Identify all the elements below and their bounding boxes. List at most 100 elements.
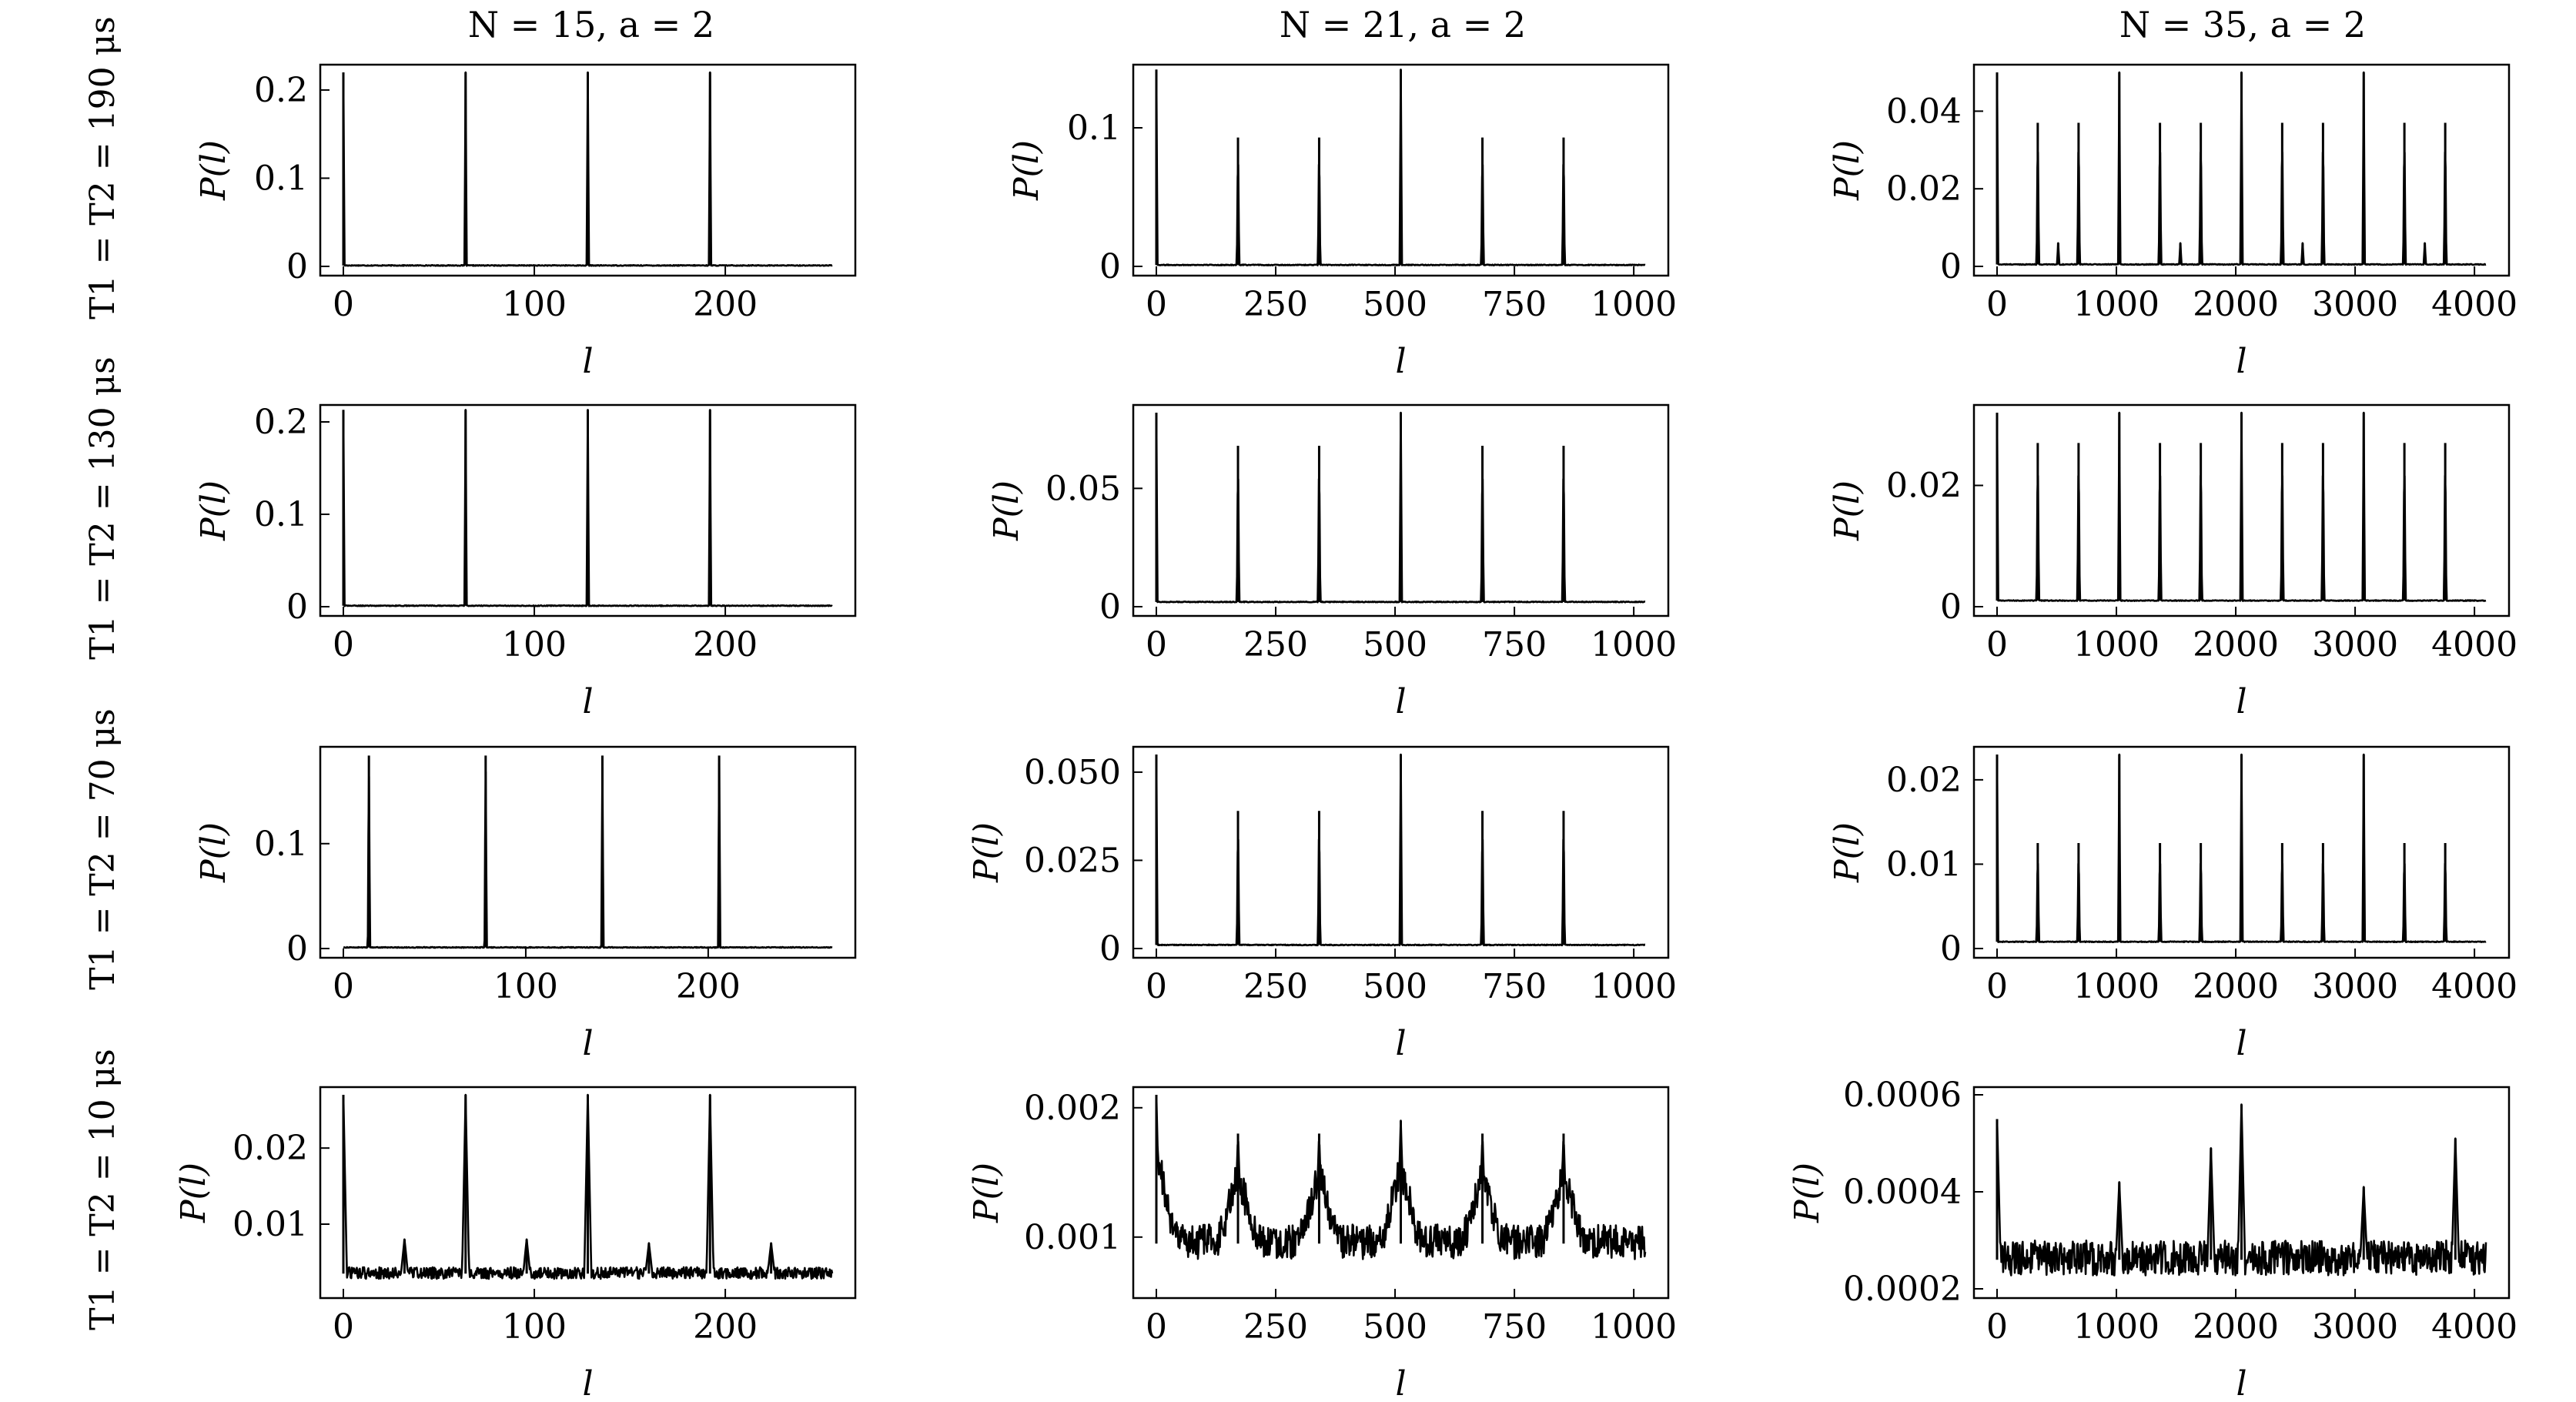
- subplot-r4-c3: 0 1000 2000 3000 4000 0.0002 0.0004 0.0006 l P(l): [1788, 1076, 2517, 1402]
- subplot-r1-c1: 0 100 200 0 0.1 0.2 l P(l): [194, 63, 857, 381]
- x-tick-label: 500: [1363, 625, 1427, 664]
- x-tick-label: 250: [1243, 967, 1308, 1006]
- subplot-r3-c3: 0 1000 2000 3000 4000 0 0.01 0.02 l P(l): [1828, 745, 2517, 1063]
- x-tick-label: 2000: [2193, 625, 2279, 664]
- subplot-r4-c1: 0 100 200 0.01 0.02 l P(l): [174, 1086, 857, 1402]
- x-tick-label: 0: [333, 967, 354, 1006]
- x-axis-label: l: [2236, 682, 2246, 721]
- x-axis-label: l: [1395, 342, 1406, 381]
- x-tick-label: 1000: [1591, 967, 1677, 1006]
- x-tick-label: 100: [502, 285, 567, 324]
- series-line: [343, 761, 833, 949]
- column-title-1: N = 15, a = 2: [468, 4, 714, 45]
- x-tick-label: 0: [1146, 625, 1167, 664]
- y-tick-label: 0.050: [1024, 753, 1121, 792]
- x-tick-label: 100: [502, 1307, 567, 1347]
- x-tick-label: 500: [1363, 285, 1427, 324]
- subplot-r4-c2: 0 250 500 750 1000 0.001 0.002 l P(l): [967, 1086, 1677, 1402]
- x-tick-label: 0: [1146, 285, 1167, 324]
- x-tick-label: 3000: [2312, 625, 2398, 664]
- x-tick-label: 250: [1243, 625, 1308, 664]
- x-tick-label: 2000: [2193, 285, 2279, 324]
- y-axis-label: P(l): [174, 1163, 213, 1223]
- x-axis-label: l: [2236, 1024, 2246, 1063]
- y-tick-label: 0.0002: [1843, 1270, 1962, 1309]
- y-tick-label: 0.01: [233, 1205, 308, 1244]
- y-tick-label: 0: [1940, 247, 1962, 286]
- x-tick-label: 1000: [1591, 1307, 1677, 1347]
- row-label-3: T1 = T2 = 70 μs: [83, 708, 122, 990]
- x-tick-label: 750: [1482, 967, 1547, 1006]
- x-tick-label: 0: [1986, 285, 2008, 324]
- x-tick-label: 3000: [2312, 285, 2398, 324]
- x-tick-label: 500: [1363, 1307, 1427, 1347]
- x-axis-label: l: [582, 682, 593, 721]
- y-tick-label: 0.02: [233, 1129, 308, 1168]
- y-axis-label: P(l): [1007, 140, 1046, 201]
- y-axis-label: P(l): [967, 1163, 1006, 1223]
- x-tick-label: 100: [493, 967, 558, 1006]
- y-tick-label: 0.02: [1886, 169, 1962, 209]
- x-tick-label: 500: [1363, 967, 1427, 1006]
- x-tick-label: 2000: [2193, 1307, 2279, 1347]
- x-axis-label: l: [582, 1364, 593, 1402]
- subplot-r3-c1: 0 100 200 0 0.1 l P(l): [194, 745, 857, 1063]
- y-tick-label: 0.002: [1024, 1089, 1121, 1128]
- axes-frame: [1132, 403, 1670, 617]
- subplot-r1-c3: 0 1000 2000 3000 4000 0 0.02 0.04 l P(l): [1828, 63, 2517, 381]
- x-tick-label: 0: [333, 625, 354, 664]
- x-tick-label: 750: [1482, 625, 1547, 664]
- x-tick-label: 200: [693, 625, 758, 664]
- axes-frame: [1972, 63, 2511, 277]
- row-label-2: T1 = T2 = 130 μs: [83, 356, 122, 660]
- x-tick-label: 0: [333, 1307, 354, 1347]
- x-tick-label: 0: [1146, 967, 1167, 1006]
- x-tick-label: 4000: [2431, 625, 2517, 664]
- x-tick-label: 1000: [2073, 967, 2159, 1006]
- column-titles: N = 15, a = 2 N = 21, a = 2 N = 35, a = …: [468, 4, 2366, 45]
- y-tick-label: 0: [1099, 929, 1121, 969]
- y-tick-label: 0.025: [1024, 841, 1121, 880]
- y-axis-label: P(l): [194, 480, 233, 541]
- row-labels: T1 = T2 = 190 μs T1 = T2 = 130 μs T1 = T…: [83, 16, 122, 1330]
- x-tick-label: 0: [1986, 967, 2008, 1006]
- x-tick-label: 0: [1986, 625, 2008, 664]
- y-tick-label: 0: [286, 929, 308, 969]
- x-tick-label: 250: [1243, 1307, 1308, 1347]
- x-tick-label: 100: [502, 625, 567, 664]
- y-axis-label: P(l): [194, 822, 233, 883]
- y-tick-label: 0.2: [254, 403, 308, 442]
- x-tick-label: 250: [1243, 285, 1308, 324]
- x-tick-label: 1000: [2073, 625, 2159, 664]
- x-tick-label: 0: [333, 285, 354, 324]
- row-label-4: T1 = T2 = 10 μs: [83, 1049, 122, 1330]
- subplot-r1-c2: 0 250 500 750 1000 0 0.1 l P(l): [1007, 63, 1677, 381]
- x-axis-label: l: [582, 1024, 593, 1063]
- y-tick-label: 0.04: [1886, 92, 1962, 131]
- x-tick-label: 200: [693, 1307, 758, 1347]
- y-tick-label: 0: [1099, 587, 1121, 627]
- x-tick-label: 4000: [2431, 285, 2517, 324]
- y-tick-label: 0.001: [1024, 1218, 1121, 1257]
- y-tick-label: 0.05: [1045, 469, 1121, 508]
- y-axis-label: P(l): [1828, 822, 1867, 883]
- x-tick-label: 200: [676, 967, 741, 1006]
- x-tick-label: 1000: [1591, 625, 1677, 664]
- x-tick-label: 750: [1482, 285, 1547, 324]
- x-axis-label: l: [1395, 682, 1406, 721]
- x-axis-label: l: [2236, 342, 2246, 381]
- x-tick-label: 1000: [1591, 285, 1677, 324]
- subplot-r2-c1: 0 100 200 0 0.1 0.2 l P(l): [194, 403, 857, 721]
- x-tick-label: 4000: [2431, 967, 2517, 1006]
- axes-frame: [1972, 745, 2511, 959]
- y-tick-label: 0.02: [1886, 761, 1962, 800]
- subplot-r3-c2: 0 250 500 750 1000 0 0.025 0.050 l P(l): [967, 745, 1677, 1063]
- y-tick-label: 0.0004: [1843, 1173, 1962, 1212]
- x-axis-label: l: [582, 342, 593, 381]
- y-tick-label: 0.0006: [1843, 1076, 1962, 1115]
- x-axis-label: l: [1395, 1024, 1406, 1063]
- row-label-1: T1 = T2 = 190 μs: [83, 16, 122, 320]
- axes-frame: [319, 745, 857, 959]
